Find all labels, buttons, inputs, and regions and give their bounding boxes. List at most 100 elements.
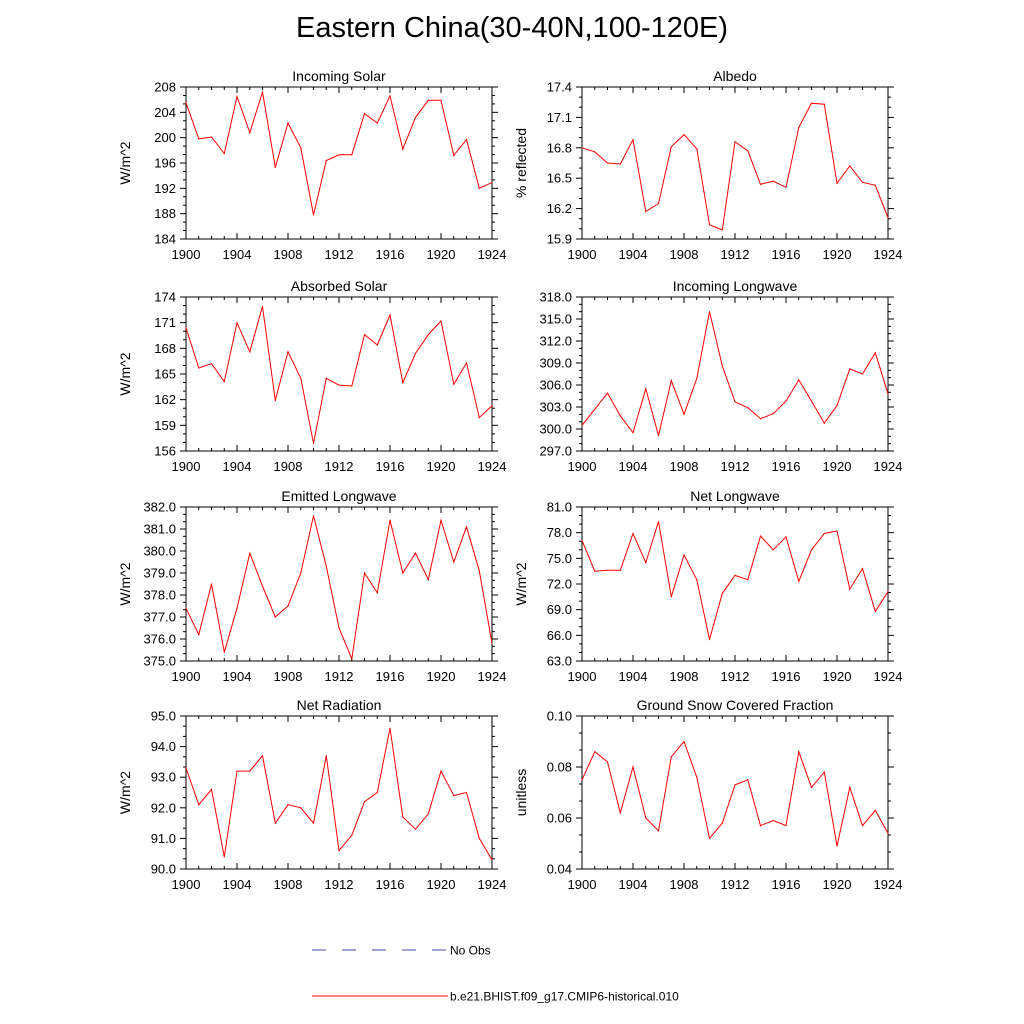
x-tick-label: 1904 — [223, 247, 252, 262]
data-point — [861, 181, 864, 183]
data-point — [236, 322, 238, 324]
x-tick-label: 1904 — [223, 459, 252, 474]
x-tick-label: 1912 — [721, 669, 750, 684]
panel-title: Net Radiation — [297, 697, 382, 713]
data-point — [198, 138, 200, 140]
data-point — [657, 202, 660, 205]
series-line — [185, 91, 493, 216]
data-point — [696, 776, 698, 778]
data-point — [785, 536, 787, 538]
data-point — [312, 442, 315, 444]
data-point — [836, 530, 838, 532]
x-tick-label: 1916 — [376, 247, 405, 262]
data-point — [645, 817, 647, 819]
data-point — [376, 122, 378, 124]
x-tick-label: 1924 — [874, 247, 903, 262]
data-point — [210, 583, 213, 585]
data-point — [887, 832, 889, 834]
data-point — [236, 770, 238, 772]
y-tick-label: 380.0 — [143, 544, 176, 559]
data-point — [274, 616, 276, 618]
data-point — [861, 825, 864, 827]
panel-incoming-solar: Incoming Solar W/m^2 1900 1904 1908 1912 1916 1… — [117, 68, 506, 262]
data-point — [249, 132, 251, 134]
x-tick-label: 1900 — [172, 247, 201, 262]
data-point — [747, 407, 749, 409]
y-tick-label: 315.0 — [539, 312, 572, 327]
data-point — [708, 837, 711, 840]
data-point — [389, 314, 391, 316]
data-point — [338, 627, 340, 629]
data-point — [632, 432, 634, 434]
data-point — [465, 139, 468, 141]
data-point — [887, 217, 889, 219]
x-tick-label: 1912 — [325, 459, 354, 474]
data-point — [721, 365, 723, 367]
data-point — [312, 515, 315, 517]
y-tick-label: 306.0 — [539, 378, 572, 393]
data-point — [645, 211, 647, 213]
data-point — [465, 362, 468, 364]
data-point — [453, 383, 455, 385]
data-point — [261, 755, 264, 757]
data-point — [465, 791, 468, 794]
y-tick-label: 63.0 — [547, 654, 572, 669]
plot-frame — [581, 506, 889, 662]
data-point — [427, 813, 429, 815]
y-axis-label: unitless — [513, 769, 529, 816]
data-point — [414, 116, 417, 118]
x-tick-label: 1924 — [478, 247, 507, 262]
data-point — [810, 786, 813, 789]
data-point — [861, 373, 864, 375]
y-tick-label: 69.0 — [547, 602, 572, 617]
data-point — [619, 163, 621, 165]
data-point — [823, 422, 825, 424]
data-point — [696, 148, 698, 150]
series-line — [581, 102, 889, 231]
data-point — [325, 377, 327, 379]
data-point — [759, 535, 762, 537]
x-tick-label: 1916 — [772, 459, 801, 474]
y-tick-label: 66.0 — [547, 628, 572, 643]
series-line — [185, 728, 493, 861]
data-point — [772, 180, 774, 182]
data-point — [657, 520, 660, 523]
x-tick-label: 1908 — [670, 247, 699, 262]
x-tick-label: 1924 — [478, 877, 507, 892]
x-tick-label: 1916 — [772, 877, 801, 892]
data-point — [581, 424, 583, 426]
data-point — [402, 148, 404, 150]
data-point — [810, 400, 813, 402]
data-point — [261, 585, 264, 587]
data-point — [683, 413, 685, 415]
data-point — [325, 755, 327, 757]
y-tick-label: 16.8 — [547, 140, 572, 155]
panel-title: Incoming Longwave — [673, 278, 798, 294]
data-point — [861, 568, 864, 570]
series-line — [185, 306, 493, 444]
data-point — [363, 334, 366, 336]
legend: No Obs b.e21.BHIST.f09_g17.CMIP6-historic… — [312, 944, 679, 1004]
data-point — [312, 214, 315, 216]
data-point — [261, 91, 264, 93]
data-point — [236, 607, 238, 609]
data-point — [670, 596, 672, 598]
y-axis-label: % reflected — [513, 128, 529, 198]
data-point — [670, 146, 672, 148]
data-point — [606, 162, 609, 164]
x-tick-label: 1908 — [274, 247, 303, 262]
data-point — [185, 767, 187, 769]
y-tick-label: 15.9 — [547, 232, 572, 247]
data-point — [351, 385, 353, 387]
x-tick-label: 1904 — [619, 877, 648, 892]
data-point — [798, 126, 800, 129]
y-tick-label: 90.0 — [151, 862, 176, 877]
data-point — [376, 592, 378, 594]
y-tick-label: 376.0 — [143, 632, 176, 647]
y-tick-label: 92.0 — [151, 800, 176, 815]
y-tick-label: 192 — [154, 181, 176, 196]
data-point — [223, 152, 225, 155]
data-point — [810, 549, 813, 551]
data-point — [287, 605, 289, 607]
panel-incoming-longwave: Incoming Longwave 1900 1904 1908 1912 1916 192… — [539, 278, 902, 474]
